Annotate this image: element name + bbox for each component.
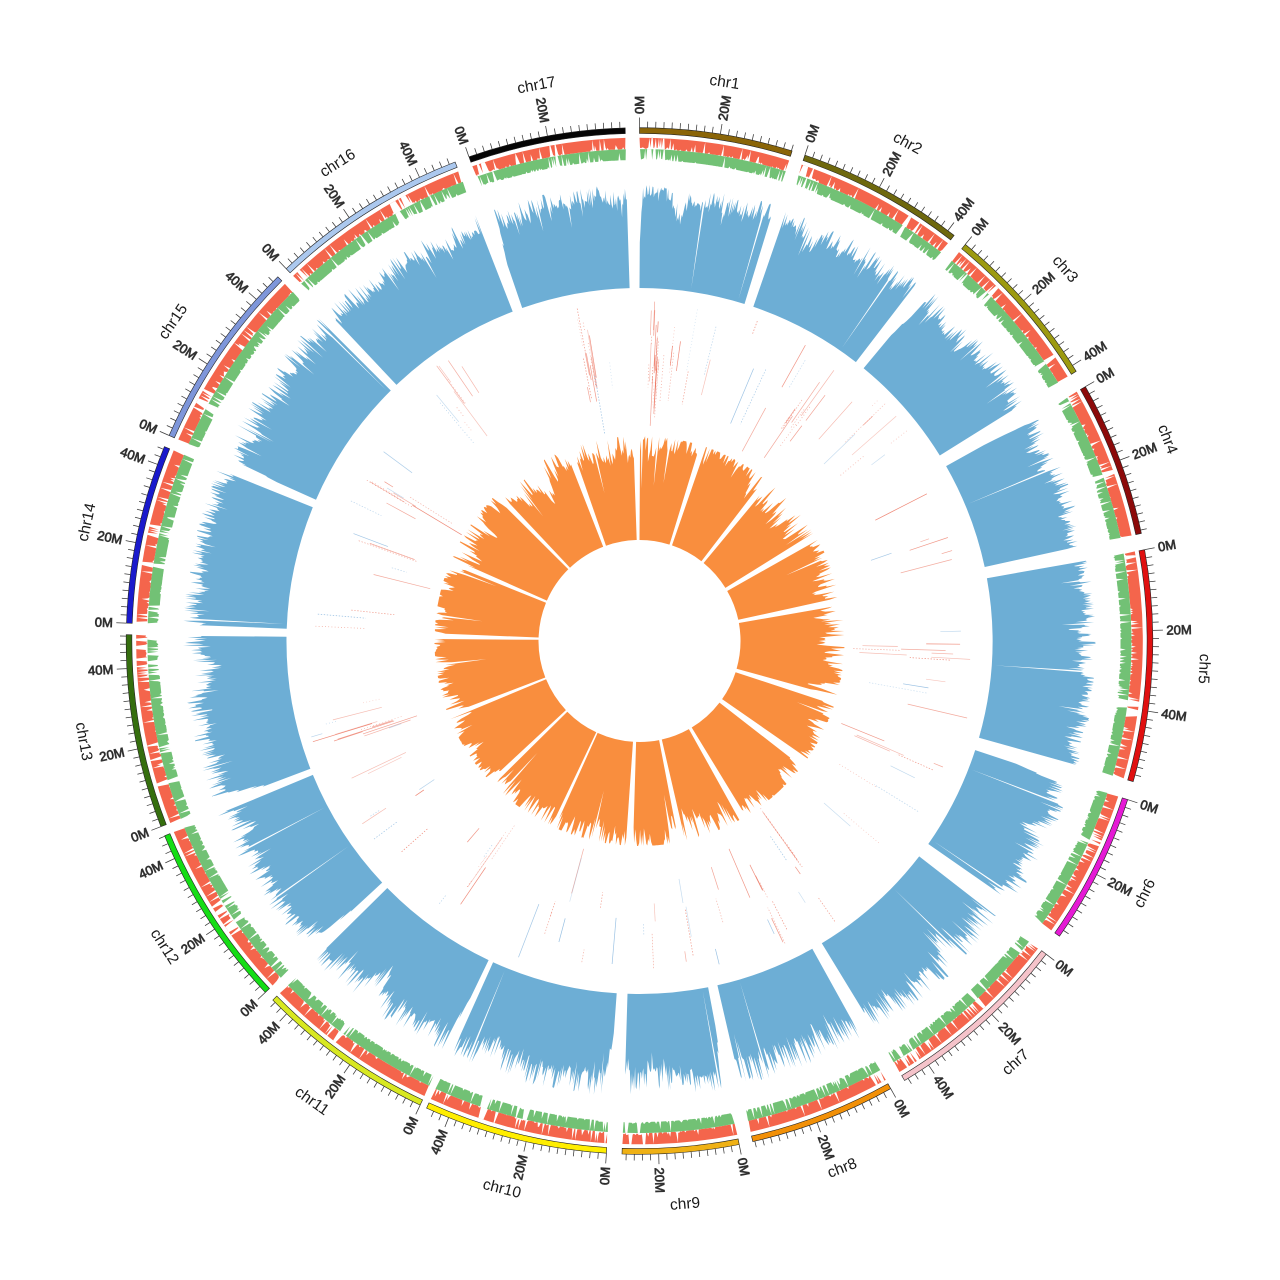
svg-text:chr1: chr1 — [708, 72, 740, 93]
svg-text:20M: 20M — [510, 1153, 530, 1181]
svg-text:0M: 0M — [400, 1114, 421, 1137]
svg-text:0M: 0M — [451, 124, 471, 146]
svg-text:40M: 40M — [1160, 706, 1187, 724]
svg-text:0M: 0M — [597, 1166, 613, 1185]
svg-text:chr13: chr13 — [72, 721, 96, 762]
svg-text:0M: 0M — [632, 96, 647, 114]
svg-text:chr17: chr17 — [516, 74, 557, 98]
svg-text:40M: 40M — [88, 662, 114, 678]
svg-text:chr9: chr9 — [669, 1195, 700, 1214]
svg-text:0M: 0M — [137, 416, 160, 437]
svg-text:0M: 0M — [802, 123, 822, 145]
svg-text:20M: 20M — [96, 528, 124, 548]
svg-text:20M: 20M — [98, 744, 126, 764]
svg-text:0M: 0M — [1157, 537, 1177, 555]
svg-text:0M: 0M — [1138, 797, 1160, 817]
svg-text:0M: 0M — [735, 1157, 753, 1178]
svg-text:chr5: chr5 — [1195, 653, 1213, 684]
svg-text:20M: 20M — [533, 96, 552, 124]
svg-text:0M: 0M — [94, 614, 113, 630]
svg-text:20M: 20M — [1166, 622, 1192, 638]
svg-text:20M: 20M — [715, 94, 734, 121]
svg-text:0M: 0M — [129, 825, 151, 846]
svg-text:20M: 20M — [652, 1167, 668, 1193]
